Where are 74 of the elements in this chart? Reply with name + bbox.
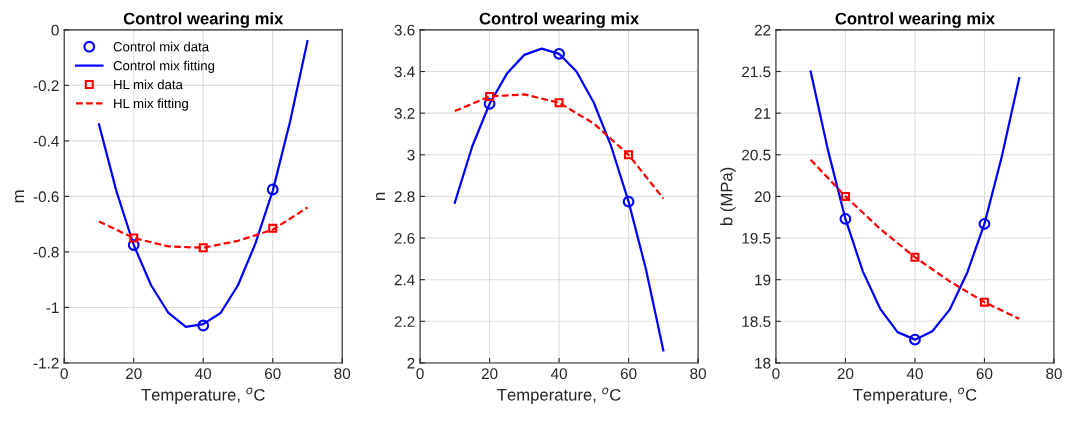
point <box>197 319 210 332</box>
y-tick-label: 3.4 <box>394 66 415 78</box>
x-tick-label: 40 <box>550 368 567 380</box>
point <box>624 150 634 160</box>
x-tick-label: 80 <box>690 368 706 380</box>
legend-label: Control mix fitting <box>113 60 215 73</box>
point <box>483 97 496 110</box>
line-series <box>453 47 665 352</box>
point <box>840 191 850 201</box>
y-tick-label: 21.5 <box>742 66 771 78</box>
point <box>485 91 495 102</box>
y-tick-label: 0 <box>51 24 59 36</box>
y-tick-label: -0.4 <box>33 135 59 147</box>
x-tick-label: 40 <box>195 368 212 380</box>
y-tick-label: 3.6 <box>394 24 415 36</box>
point <box>909 333 921 346</box>
point <box>979 297 989 307</box>
x-tick-label: 80 <box>334 368 351 380</box>
y-tick-label: 18 <box>755 357 771 369</box>
legend-label: Control mix data <box>113 41 210 52</box>
y-tick-label: 18.5 <box>742 316 771 327</box>
x-tick-label: 20 <box>837 368 854 380</box>
y-axis-title: n <box>375 192 385 200</box>
y-tick-label: 2 <box>407 357 415 369</box>
point <box>198 243 208 253</box>
point <box>553 47 565 60</box>
y-tick-label: 3.2 <box>394 108 415 119</box>
x-tick-label: 0 <box>416 368 424 380</box>
x-axis-title: Temperature, $^{o}$C <box>141 387 265 404</box>
y-tick-label: 22 <box>754 24 771 36</box>
x-tick-label: 20 <box>125 368 142 380</box>
y-tick-label: 19.5 <box>742 232 771 244</box>
x-tick-label: 80 <box>1046 368 1062 380</box>
x-tick-label: 60 <box>264 368 281 380</box>
y-tick-label: -0.2 <box>33 80 59 92</box>
y-axis-title: b (MPa) <box>720 167 736 225</box>
y-tick-label: -1 <box>46 302 59 313</box>
chart-title: Control wearing mix <box>835 12 995 28</box>
chart-title: Control wearing mix <box>123 12 284 28</box>
y-tick-label: 3 <box>407 149 415 161</box>
point <box>266 183 279 196</box>
point <box>910 252 920 262</box>
x-tick-label: 20 <box>481 368 498 380</box>
y-tick-label: -0.8 <box>33 246 59 258</box>
chart-title: Control wearing mix <box>479 12 640 28</box>
y-tick-label: -1.2 <box>33 357 59 369</box>
x-tick-label: 0 <box>772 368 780 380</box>
x-tick-label: 40 <box>906 368 923 380</box>
point <box>129 233 139 243</box>
x-axis-title: Temperature, $^{o}$C <box>497 387 621 404</box>
x-tick-label: 60 <box>620 368 637 380</box>
y-tick-label: 19 <box>755 274 771 286</box>
y-tick-label: 2.8 <box>394 191 415 203</box>
point <box>127 239 140 251</box>
y-tick-label: 2.6 <box>394 232 415 244</box>
y-tick-label: 2.4 <box>394 274 415 286</box>
y-tick-label: 20.5 <box>742 149 771 161</box>
y-tick-label: 20 <box>754 191 771 203</box>
point <box>554 98 564 108</box>
legend-label: HL mix data <box>114 79 183 90</box>
y-tick-label: 2.2 <box>394 316 415 327</box>
point <box>978 218 991 230</box>
x-tick-label: 0 <box>60 368 68 380</box>
line-series <box>809 158 1021 320</box>
point <box>268 223 278 233</box>
legend-label: HL mix fitting <box>114 98 188 111</box>
y-tick-label: 21 <box>754 108 771 119</box>
point <box>839 213 852 225</box>
y-tick-label: -0.6 <box>33 191 59 203</box>
y-axis-title: m <box>15 190 24 203</box>
x-axis-title: Temperature, $^{o}$C <box>853 387 977 404</box>
line-series <box>453 93 665 200</box>
x-tick-label: 60 <box>976 368 993 380</box>
point <box>622 195 635 208</box>
